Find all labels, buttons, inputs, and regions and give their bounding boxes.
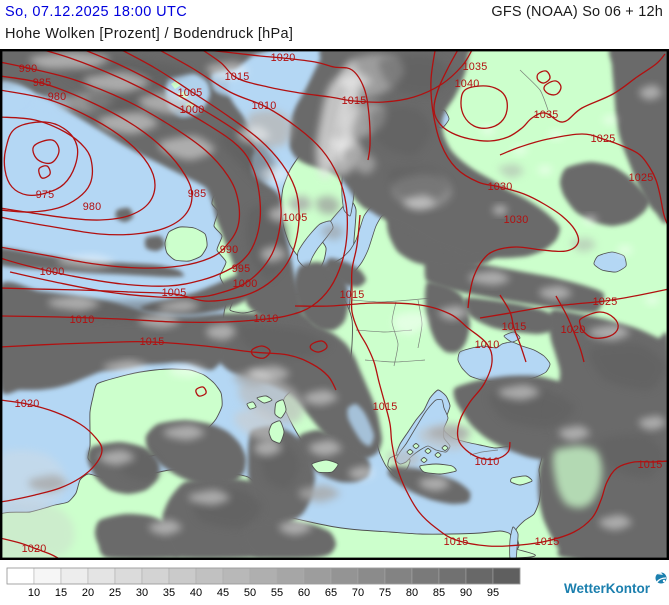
svg-text:1040: 1040: [455, 78, 480, 90]
svg-text:975: 975: [36, 189, 55, 201]
svg-text:1020: 1020: [271, 52, 296, 64]
svg-text:1025: 1025: [593, 296, 618, 308]
svg-text:1020: 1020: [22, 543, 47, 555]
svg-text:90: 90: [460, 587, 472, 599]
svg-text:1005: 1005: [283, 212, 308, 224]
svg-text:1020: 1020: [561, 324, 586, 336]
svg-text:1015: 1015: [373, 401, 398, 413]
svg-text:1015: 1015: [342, 95, 367, 107]
svg-text:1015: 1015: [444, 536, 469, 548]
svg-text:1005: 1005: [178, 87, 203, 99]
svg-text:1015: 1015: [638, 459, 663, 471]
svg-text:990: 990: [19, 63, 38, 75]
svg-text:40: 40: [190, 587, 202, 599]
svg-text:55: 55: [271, 587, 283, 599]
svg-text:25: 25: [109, 587, 121, 599]
svg-text:1015: 1015: [535, 536, 560, 548]
svg-text:980: 980: [48, 91, 67, 103]
svg-text:1010: 1010: [475, 339, 500, 351]
svg-text:95: 95: [487, 587, 499, 599]
svg-text:80: 80: [406, 587, 418, 599]
svg-text:980: 980: [83, 201, 102, 213]
svg-text:1015: 1015: [340, 289, 365, 301]
svg-text:1025: 1025: [629, 172, 654, 184]
svg-text:20: 20: [82, 587, 94, 599]
svg-text:1000: 1000: [180, 104, 205, 116]
svg-text:1015: 1015: [140, 336, 165, 348]
svg-text:1000: 1000: [40, 266, 65, 278]
svg-text:1010: 1010: [475, 456, 500, 468]
svg-text:1020: 1020: [15, 398, 40, 410]
svg-text:50: 50: [244, 587, 256, 599]
svg-text:1015: 1015: [502, 321, 527, 333]
svg-text:30: 30: [136, 587, 148, 599]
svg-text:65: 65: [325, 587, 337, 599]
svg-text:1010: 1010: [70, 314, 95, 326]
svg-text:So, 07.12.2025 18:00 UTC: So, 07.12.2025 18:00 UTC: [5, 4, 187, 20]
svg-text:1035: 1035: [534, 109, 559, 121]
svg-text:35: 35: [163, 587, 175, 599]
svg-text:1010: 1010: [252, 100, 277, 112]
svg-text:Hohe Wolken [Prozent] / Bodend: Hohe Wolken [Prozent] / Bodendruck [hPa]: [5, 26, 293, 42]
svg-text:75: 75: [379, 587, 391, 599]
svg-text:990: 990: [220, 244, 239, 256]
svg-text:45: 45: [217, 587, 229, 599]
svg-text:1015: 1015: [225, 71, 250, 83]
svg-text:85: 85: [433, 587, 445, 599]
svg-text:60: 60: [298, 587, 310, 599]
svg-text:10: 10: [28, 587, 40, 599]
svg-text:995: 995: [232, 263, 251, 275]
svg-text:1005: 1005: [162, 287, 187, 299]
svg-text:WetterKontor: WetterKontor: [564, 581, 651, 596]
svg-text:1035: 1035: [463, 61, 488, 73]
svg-text:1030: 1030: [488, 181, 513, 193]
svg-text:70: 70: [352, 587, 364, 599]
svg-text:1010: 1010: [254, 313, 279, 325]
svg-text:985: 985: [188, 188, 207, 200]
svg-text:1030: 1030: [504, 214, 529, 226]
svg-text:1000: 1000: [233, 278, 258, 290]
svg-text:15: 15: [55, 587, 67, 599]
svg-text:1025: 1025: [591, 133, 616, 145]
svg-text:GFS (NOAA) So 06 + 12h: GFS (NOAA) So 06 + 12h: [491, 4, 663, 20]
svg-text:985: 985: [33, 77, 52, 89]
